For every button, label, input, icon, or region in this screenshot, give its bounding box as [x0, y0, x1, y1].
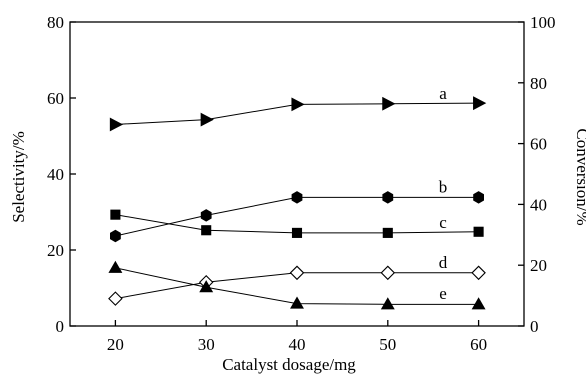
x-tick-label: 20	[107, 335, 124, 354]
x-tick-label: 30	[198, 335, 215, 354]
data-point	[201, 225, 212, 236]
series-c: c	[110, 209, 484, 238]
data-point	[291, 227, 303, 238]
data-point	[471, 297, 486, 310]
data-point	[380, 297, 395, 310]
y-tick-label: 20	[47, 241, 64, 260]
data-point	[473, 226, 484, 237]
y-tick-label: 0	[56, 317, 65, 336]
y-tick-label: 80	[47, 13, 64, 32]
y2-tick-label: 80	[530, 74, 547, 93]
data-point	[289, 265, 305, 281]
data-point	[110, 229, 121, 243]
y-tick-label: 60	[47, 89, 64, 108]
y2-tick-label: 100	[530, 13, 556, 32]
series-label: d	[439, 253, 448, 272]
data-point	[473, 191, 484, 204]
axes: 20 30 40 50 60 0 20 40 60 80 0 20 40 60 80 100	[47, 13, 556, 354]
plot-frame	[69, 21, 525, 327]
data-point	[200, 112, 214, 127]
data-point	[108, 260, 123, 273]
data-point	[200, 209, 212, 222]
series-b: b	[110, 177, 484, 243]
y2-tick-label: 0	[530, 317, 539, 336]
x-tick-label: 50	[379, 335, 396, 354]
data-point	[199, 280, 214, 293]
data-point	[108, 291, 123, 306]
data-point	[382, 96, 396, 111]
y2-tick-label: 40	[530, 195, 547, 214]
data-point	[291, 97, 305, 112]
data-point	[473, 96, 487, 111]
data-point	[290, 296, 304, 309]
series-label: c	[439, 213, 447, 232]
y-axis-title: Selectivity/%	[9, 131, 28, 223]
series-layer: a bc de	[108, 84, 487, 310]
data-point	[291, 191, 303, 204]
data-point	[382, 227, 393, 238]
series-d: d	[108, 253, 486, 306]
series-label: a	[439, 84, 447, 103]
y2-axis-title: Conversion/%	[573, 128, 586, 225]
x-axis-title: Catalyst dosage/mg	[222, 355, 356, 374]
data-point	[471, 265, 486, 281]
data-point	[382, 191, 394, 204]
x-tick-label: 60	[470, 335, 487, 354]
series-a: a	[109, 84, 487, 132]
y2-tick-label: 20	[530, 256, 547, 275]
series-label: b	[439, 177, 448, 196]
data-point	[110, 209, 121, 220]
series-e: e	[108, 260, 486, 310]
data-point	[380, 265, 396, 281]
x-tick-label: 40	[289, 335, 306, 354]
y-tick-label: 40	[47, 165, 64, 184]
data-point	[109, 117, 124, 132]
y2-tick-label: 60	[530, 135, 547, 154]
series-label: e	[439, 284, 447, 303]
